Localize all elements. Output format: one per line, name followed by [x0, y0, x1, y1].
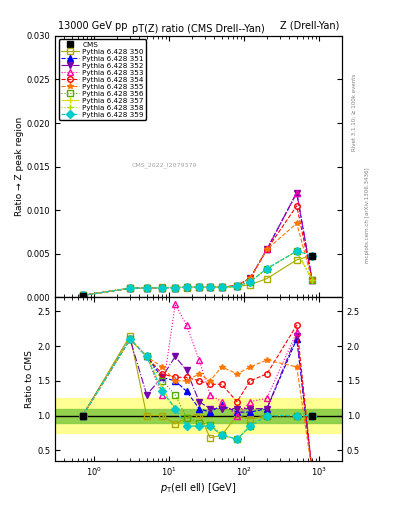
Bar	[55, 398, 342, 433]
Text: 13000 GeV pp: 13000 GeV pp	[58, 20, 127, 31]
Title: pT(Z) ratio (CMS Drell--Yan): pT(Z) ratio (CMS Drell--Yan)	[132, 24, 265, 34]
Legend: CMS, Pythia 6.428 350, Pythia 6.428 351, Pythia 6.428 352, Pythia 6.428 353, Pyt: CMS, Pythia 6.428 350, Pythia 6.428 351,…	[59, 39, 146, 120]
Text: Z (Drell-Yan): Z (Drell-Yan)	[280, 20, 339, 31]
Y-axis label: Ratio → Z peak region: Ratio → Z peak region	[15, 117, 24, 216]
Text: CMS_2022_I2079379: CMS_2022_I2079379	[131, 163, 197, 168]
Y-axis label: Ratio to CMS: Ratio to CMS	[25, 350, 34, 408]
X-axis label: $p_\mathrm{T}$(ell ell) [GeV]: $p_\mathrm{T}$(ell ell) [GeV]	[160, 481, 237, 495]
Text: Rivet 3.1.10; ≥ 100k events: Rivet 3.1.10; ≥ 100k events	[352, 74, 357, 151]
Text: mcplots.cern.ch [arXiv:1306.3436]: mcplots.cern.ch [arXiv:1306.3436]	[365, 167, 371, 263]
Bar	[55, 409, 342, 422]
